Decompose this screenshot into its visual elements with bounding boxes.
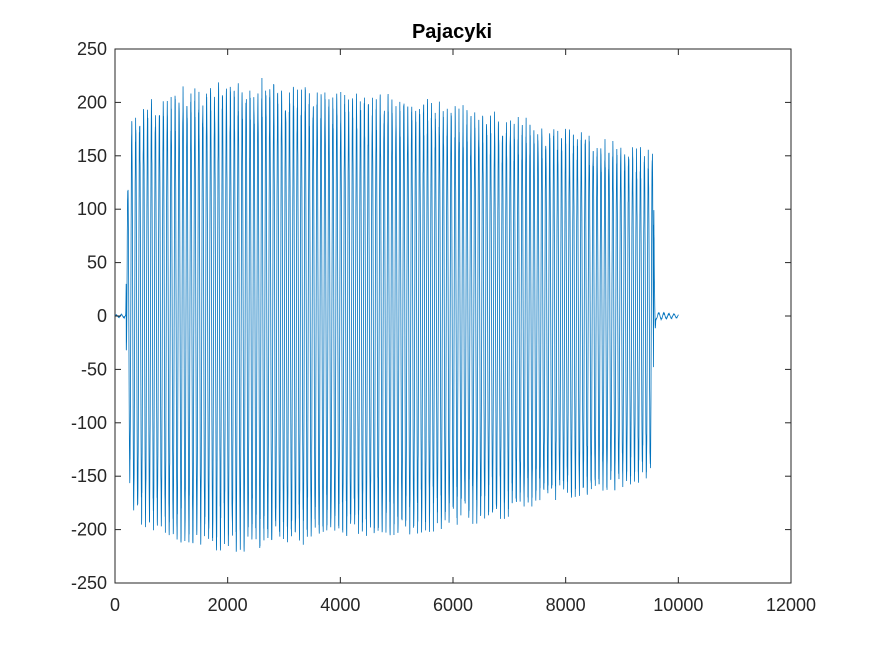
y-tick-label: -250	[71, 573, 107, 593]
x-tick-label: 8000	[546, 595, 586, 615]
y-tick-label: 200	[77, 92, 107, 112]
x-tick-label: 12000	[766, 595, 816, 615]
x-tick-label: 4000	[320, 595, 360, 615]
y-tick-label: 150	[77, 146, 107, 166]
x-tick-label: 2000	[208, 595, 248, 615]
x-tick-label: 6000	[433, 595, 473, 615]
y-tick-label: 50	[87, 253, 107, 273]
y-tick-label: 250	[77, 39, 107, 59]
y-tick-label: 100	[77, 199, 107, 219]
series-line	[114, 78, 679, 552]
y-axis-ticks: -250 -200 -150 -100 -50 0 50 100 150 200 250	[71, 39, 791, 593]
x-tick-label: 10000	[653, 595, 703, 615]
chart-title: Pajacyki	[412, 21, 492, 43]
y-tick-label: -50	[81, 359, 107, 379]
x-tick-label: 0	[110, 595, 120, 615]
plot-area	[114, 48, 792, 584]
x-axis-ticks: 0 2000 4000 6000 8000 10000 12000	[110, 49, 816, 615]
y-tick-label: -150	[71, 466, 107, 486]
y-tick-label: 0	[97, 306, 107, 326]
y-tick-label: -100	[71, 413, 107, 433]
y-tick-label: -200	[71, 520, 107, 540]
series-layer	[114, 78, 679, 552]
